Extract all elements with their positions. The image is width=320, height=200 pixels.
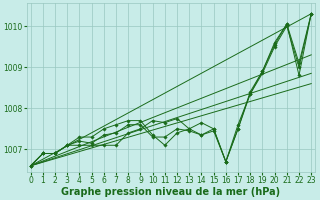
X-axis label: Graphe pression niveau de la mer (hPa): Graphe pression niveau de la mer (hPa)	[61, 187, 281, 197]
